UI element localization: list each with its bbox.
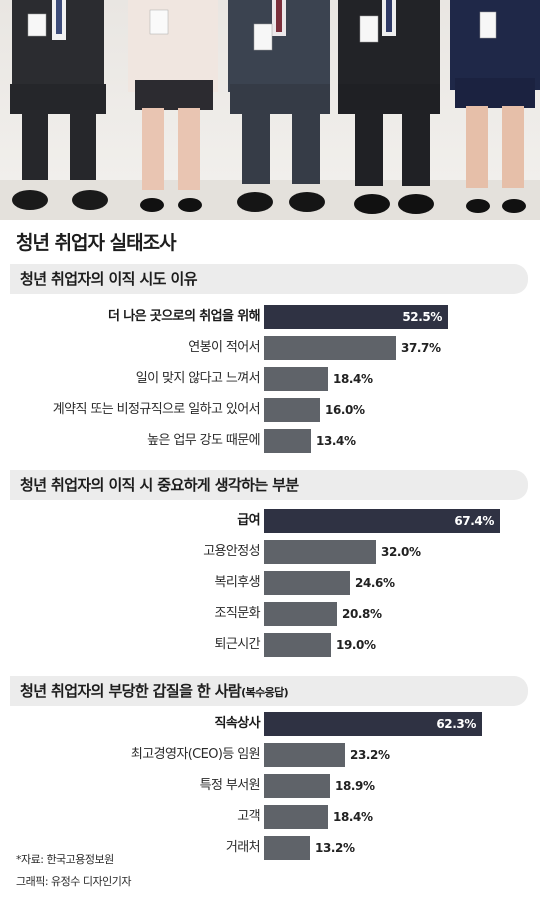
bar-row: 최고경영자(CEO)등 임원 23.2% <box>0 743 540 767</box>
bar <box>264 305 448 329</box>
category-label: 거래처 <box>225 840 261 855</box>
bar <box>264 398 320 422</box>
page-title: 청년 취업자 실태조사 <box>16 232 177 254</box>
value-label: 13.2% <box>315 841 355 855</box>
bar-row: 고객 18.4% <box>0 805 540 829</box>
bar-row: 일이 맞지 않다고 느껴서 18.4% <box>0 367 540 391</box>
person-1 <box>10 0 108 210</box>
bar-row: 직속상사 62.3% <box>0 712 540 736</box>
bar <box>264 429 311 453</box>
value-label: 52.5% <box>402 310 442 324</box>
bar <box>264 743 345 767</box>
value-label: 67.4% <box>454 514 494 528</box>
category-label: 계약직 또는 비정규직으로 일하고 있어서 <box>52 402 261 417</box>
section-title-3-note: (복수응답) <box>241 686 289 699</box>
bar-row: 복리후생 24.6% <box>0 571 540 595</box>
category-label: 고용안정성 <box>203 544 260 559</box>
bar <box>264 540 376 564</box>
category-label: 높은 업무 강도 때문에 <box>147 433 260 448</box>
bar-row: 급여 67.4% <box>0 509 540 533</box>
section-title-1: 청년 취업자의 이직 시도 이유 <box>10 264 528 294</box>
category-label: 조직문화 <box>214 606 261 621</box>
graphic-credit: 그래픽: 유정수 디자인기자 <box>16 875 132 888</box>
category-label: 특정 부서원 <box>199 778 261 793</box>
bar <box>264 836 310 860</box>
bar-row: 높은 업무 강도 때문에 13.4% <box>0 429 540 453</box>
value-label: 23.2% <box>350 748 390 762</box>
bar-row: 더 나은 곳으로의 취업을 위해 52.5% <box>0 305 540 329</box>
header-photo <box>0 0 540 220</box>
bar-row: 거래처 13.2% <box>0 836 540 860</box>
category-label: 복리후생 <box>214 575 261 590</box>
section-title-1-text: 청년 취업자의 이직 시도 이유 <box>20 270 197 288</box>
bar-row: 고용안정성 32.0% <box>0 540 540 564</box>
bar <box>264 712 482 736</box>
person-3 <box>228 0 330 212</box>
bar <box>264 633 331 657</box>
category-label: 고객 <box>237 809 260 824</box>
category-label: 더 나은 곳으로의 취업을 위해 <box>107 309 261 324</box>
section-title-2: 청년 취업자의 이직 시 중요하게 생각하는 부분 <box>10 470 528 500</box>
value-label: 37.7% <box>401 341 441 355</box>
section-title-3: 청년 취업자의 부당한 갑질을 한 사람(복수응답) <box>10 676 528 706</box>
category-label: 연봉이 적어서 <box>188 340 260 355</box>
value-label: 62.3% <box>436 717 476 731</box>
bar <box>264 571 350 595</box>
value-label: 18.4% <box>333 372 373 386</box>
person-2 <box>128 0 218 212</box>
applicants-photo-illustration <box>0 0 540 220</box>
category-label: 직속상사 <box>214 716 261 731</box>
bar <box>264 367 328 391</box>
bar-row: 계약직 또는 비정규직으로 일하고 있어서 16.0% <box>0 398 540 422</box>
bar-row: 조직문화 20.8% <box>0 602 540 626</box>
category-label: 퇴근시간 <box>214 637 261 652</box>
bar <box>264 805 328 829</box>
value-label: 19.0% <box>336 638 376 652</box>
person-5 <box>450 0 540 213</box>
value-label: 32.0% <box>381 545 421 559</box>
value-label: 20.8% <box>342 607 382 621</box>
section-title-3-text: 청년 취업자의 부당한 갑질을 한 사람 <box>20 682 242 700</box>
category-label: 일이 맞지 않다고 느껴서 <box>135 371 261 386</box>
bar <box>264 774 330 798</box>
bar <box>264 336 396 360</box>
value-label: 18.4% <box>333 810 373 824</box>
bar <box>264 509 500 533</box>
source-note: *자료: 한국고용정보원 <box>16 853 114 866</box>
section-title-2-text: 청년 취업자의 이직 시 중요하게 생각하는 부분 <box>20 476 299 494</box>
bar-row: 연봉이 적어서 37.7% <box>0 336 540 360</box>
value-label: 16.0% <box>325 403 365 417</box>
bar-row: 퇴근시간 19.0% <box>0 633 540 657</box>
bar <box>264 602 337 626</box>
value-label: 24.6% <box>355 576 395 590</box>
category-label: 최고경영자(CEO)등 임원 <box>130 747 261 762</box>
bar-row: 특정 부서원 18.9% <box>0 774 540 798</box>
value-label: 13.4% <box>316 434 356 448</box>
person-4 <box>338 0 440 214</box>
category-label: 급여 <box>237 513 260 528</box>
value-label: 18.9% <box>335 779 375 793</box>
